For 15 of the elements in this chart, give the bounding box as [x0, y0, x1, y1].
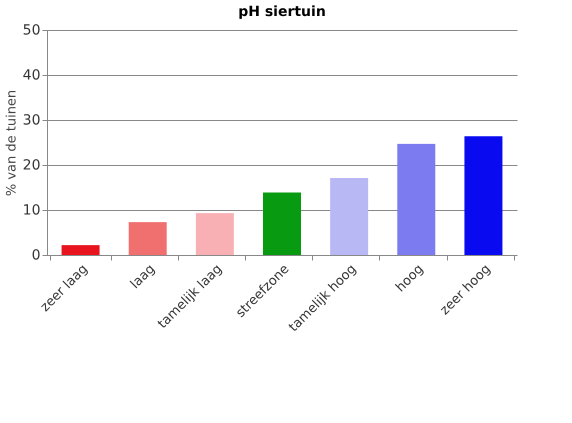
bar — [128, 222, 167, 255]
y-tick-label: 0 — [32, 248, 40, 264]
bar — [62, 245, 100, 255]
bar — [464, 136, 502, 255]
y-tick-label: 30 — [22, 112, 40, 128]
chart-title: pH siertuin — [238, 4, 326, 20]
y-tick-label: 50 — [22, 22, 40, 38]
bar — [397, 144, 436, 255]
y-tick-label: 40 — [22, 68, 40, 84]
bar — [330, 178, 368, 255]
bar — [263, 192, 301, 255]
y-tick-label: 10 — [22, 202, 40, 218]
y-axis-title: % van de tuinen — [4, 90, 20, 196]
y-tick-label: 20 — [22, 158, 40, 174]
bar — [196, 213, 234, 255]
